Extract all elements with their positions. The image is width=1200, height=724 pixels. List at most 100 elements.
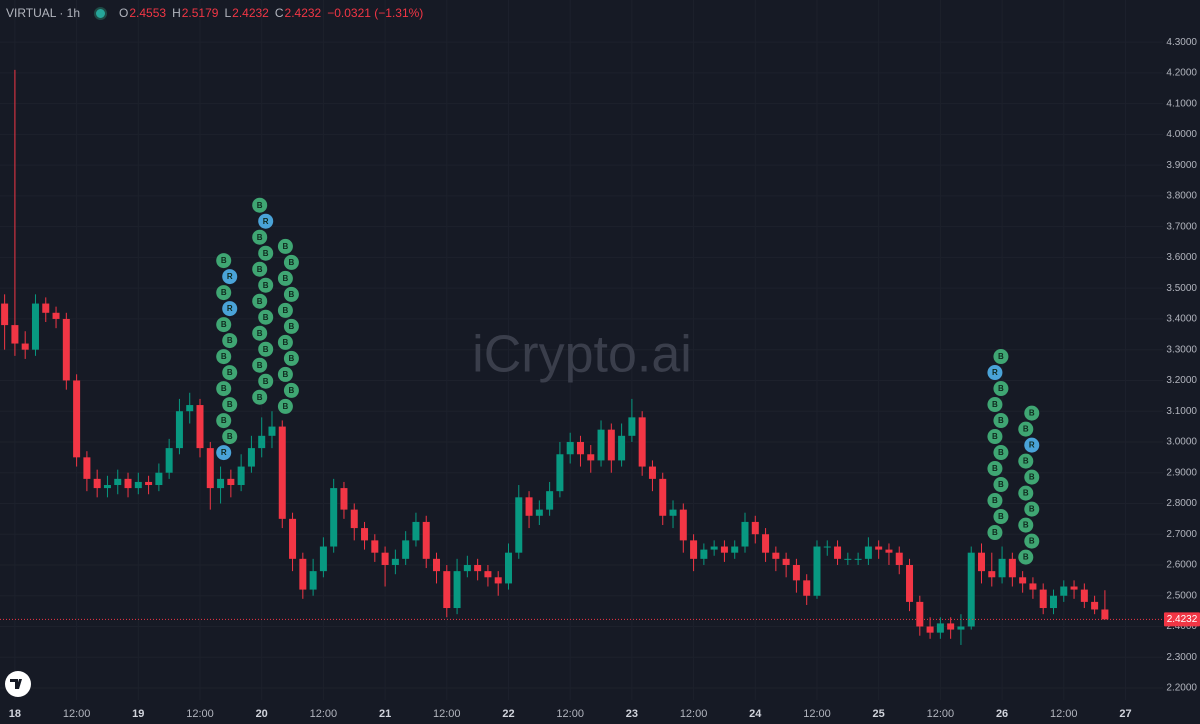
candle-body: [628, 417, 636, 436]
candle-body: [566, 441, 574, 455]
marker-label: R: [227, 272, 233, 281]
marker-label: B: [263, 345, 269, 354]
y-tick-label: 2.9000: [1166, 467, 1197, 478]
marker-label: B: [263, 281, 269, 290]
marker-bubble: [283, 286, 299, 302]
candle-body: [1101, 609, 1109, 620]
marker-bubble: [222, 365, 238, 381]
marker-bubble: [993, 445, 1009, 461]
candle-body: [237, 466, 245, 486]
candle-body: [1060, 586, 1068, 596]
marker-bubble: [277, 366, 293, 382]
candle-body: [762, 534, 770, 553]
candle-body: [587, 454, 595, 461]
marker-bubble: [987, 525, 1003, 541]
marker-label: R: [992, 368, 998, 377]
marker-label: B: [289, 290, 295, 299]
ohlc-value: 2.5179: [181, 6, 219, 20]
marker-bubble: [277, 302, 293, 318]
candle-body: [227, 478, 235, 486]
y-tick-label: 3.8000: [1166, 191, 1197, 202]
marker-label: B: [1023, 425, 1029, 434]
candle-body: [165, 448, 173, 473]
candle-body: [546, 491, 554, 510]
marker-bubble: [1018, 421, 1034, 437]
candle-body: [576, 441, 584, 455]
candle-body: [361, 528, 369, 541]
candle-body: [978, 552, 986, 572]
candle-body: [1091, 601, 1099, 610]
axes: 2.2000 2.3000 2.4000 2.5000 2.6000 2.7000 2.80…: [0, 37, 1200, 720]
marker-label: B: [221, 416, 227, 425]
marker-label: B: [992, 432, 998, 441]
candle-body: [998, 558, 1006, 578]
marker-label: B: [221, 352, 227, 361]
marker-label: R: [221, 448, 227, 457]
candle-body: [474, 564, 482, 572]
marker-bubble: [1024, 469, 1040, 485]
candle-body: [957, 626, 965, 630]
candle-body: [42, 303, 50, 313]
marker-bubble: [258, 245, 274, 261]
marker-label: B: [992, 528, 998, 537]
marker-label: B: [263, 249, 269, 258]
marker-label: B: [227, 400, 233, 409]
x-tick-label: 19: [132, 708, 144, 720]
candle-body: [21, 343, 29, 350]
candle-body: [792, 564, 800, 581]
symbol: VIRTUAL · 1h: [6, 6, 81, 20]
marker-label: B: [998, 512, 1004, 521]
x-tick-label: 23: [626, 708, 638, 720]
candle-body: [247, 448, 255, 467]
candle-body: [31, 303, 39, 350]
marker-bubble: [216, 253, 232, 269]
change: −0.0321 (−1.31%): [327, 6, 424, 20]
marker-bubble: [993, 349, 1009, 365]
marker-bubble: [987, 461, 1003, 477]
candle-body: [289, 518, 297, 559]
candle-body: [772, 552, 780, 559]
candle-body: [103, 485, 111, 489]
candle-body: [895, 552, 903, 565]
marker-bubble: [987, 397, 1003, 413]
marker-bubble: [252, 261, 268, 277]
candle-body: [844, 558, 852, 560]
candle-body: [1039, 589, 1047, 609]
candle-body: [258, 435, 266, 449]
candle-body: [967, 552, 975, 627]
marker-bubble: [277, 238, 293, 254]
candle-body: [906, 564, 914, 602]
candle-body: [515, 497, 523, 553]
candle-body: [710, 546, 718, 550]
x-tick-label: 12:00: [63, 708, 91, 720]
marker-label: B: [227, 368, 233, 377]
ohlc-label: C: [274, 6, 284, 20]
candle-body: [175, 411, 183, 449]
candle-body: [813, 546, 821, 596]
marker-label: B: [998, 480, 1004, 489]
marker-label: B: [283, 242, 289, 251]
marker-label: B: [998, 384, 1004, 393]
marker-bubble: [258, 213, 274, 229]
candle-body: [823, 546, 831, 548]
candle-body: [618, 435, 626, 461]
candle-body: [1, 303, 9, 326]
x-tick-label: 12:00: [310, 708, 338, 720]
last-price-box: [1164, 612, 1200, 627]
marker-bubble: [252, 357, 268, 373]
candle-body: [340, 488, 348, 510]
marker-label: B: [283, 274, 289, 283]
marker-bubble: [252, 293, 268, 309]
marker-bubble: [252, 229, 268, 245]
y-tick-label: 3.9000: [1166, 160, 1197, 171]
y-tick-label: 3.1000: [1166, 406, 1197, 417]
logo-mark: [10, 679, 22, 689]
marker-label: B: [221, 320, 227, 329]
candle-body: [751, 521, 759, 535]
candle-body: [525, 497, 533, 516]
marker-label: B: [289, 386, 295, 395]
marker-bubble: [216, 349, 232, 365]
candle-body: [73, 380, 81, 458]
candle-body: [803, 580, 811, 596]
marker-bubble: [222, 333, 238, 349]
